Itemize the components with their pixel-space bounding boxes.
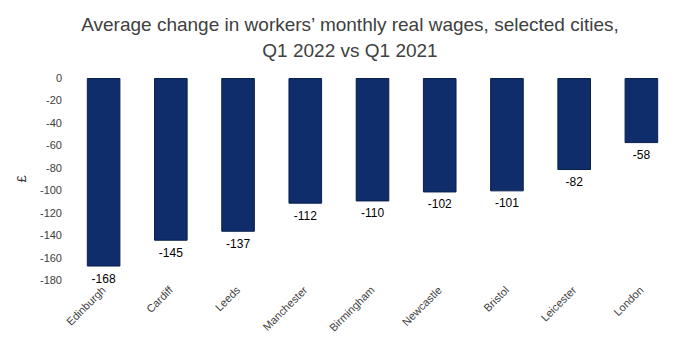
svg-text:Edinburgh: Edinburgh xyxy=(64,284,108,328)
svg-text:-20: -20 xyxy=(46,94,62,106)
svg-text:-102: -102 xyxy=(428,197,452,211)
svg-text:-112: -112 xyxy=(294,209,317,223)
svg-text:-58: -58 xyxy=(633,148,651,162)
svg-text:Average change in workers’ mon: Average change in workers’ monthly real … xyxy=(81,14,619,35)
svg-text:-120: -120 xyxy=(40,207,62,219)
svg-text:-40: -40 xyxy=(46,117,62,129)
svg-text:Q1 2022 vs Q1 2021: Q1 2022 vs Q1 2021 xyxy=(262,40,437,61)
svg-text:-168: -168 xyxy=(92,272,116,286)
svg-text:-145: -145 xyxy=(159,246,183,260)
svg-text:Bristol: Bristol xyxy=(481,284,511,314)
svg-text:Manchester: Manchester xyxy=(260,284,309,333)
svg-text:Birmingham: Birmingham xyxy=(327,284,377,334)
svg-text:Leeds: Leeds xyxy=(213,283,243,313)
svg-text:£: £ xyxy=(14,175,29,183)
svg-text:-80: -80 xyxy=(46,162,62,174)
svg-text:Cardiff: Cardiff xyxy=(144,283,176,315)
svg-text:-100: -100 xyxy=(40,184,62,196)
svg-text:-82: -82 xyxy=(565,175,583,189)
svg-text:Leicester: Leicester xyxy=(538,284,578,324)
svg-text:-180: -180 xyxy=(40,274,62,286)
svg-text:-60: -60 xyxy=(46,139,62,151)
svg-text:-140: -140 xyxy=(40,229,62,241)
svg-text:-101: -101 xyxy=(495,196,519,210)
svg-text:-160: -160 xyxy=(40,252,62,264)
svg-text:Newcastle: Newcastle xyxy=(400,284,444,328)
svg-text:-137: -137 xyxy=(226,237,250,251)
svg-text:0: 0 xyxy=(56,72,62,84)
svg-text:London: London xyxy=(611,284,645,318)
svg-text:-110: -110 xyxy=(361,206,384,220)
